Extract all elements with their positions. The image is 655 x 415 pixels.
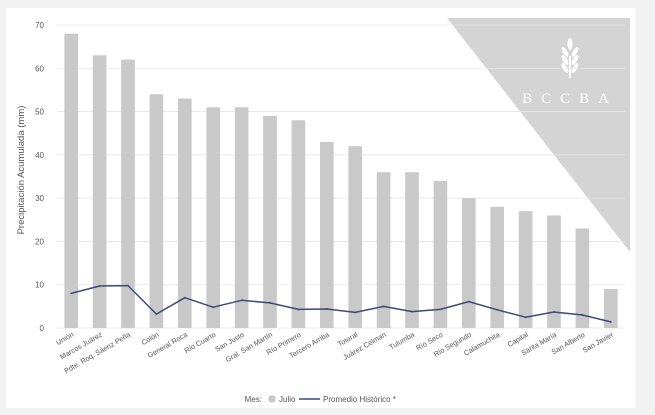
line-point	[269, 301, 271, 304]
y-axis-ticks: 0 10 20 30 40 50 60 70	[35, 21, 44, 333]
line-point	[127, 284, 129, 287]
line-point	[98, 285, 101, 287]
y-tick-label: 0	[40, 324, 45, 333]
bar	[405, 172, 419, 328]
line-point	[411, 310, 413, 313]
line-point	[70, 292, 73, 295]
legend-line-label: Promedio Histórico *	[323, 395, 396, 404]
bar	[490, 206, 505, 328]
bar	[234, 107, 249, 328]
x-tick-label: San Javier	[581, 330, 615, 355]
y-tick-label: 50	[35, 108, 44, 117]
legend-bar-label: Julio	[279, 395, 296, 404]
bar	[575, 228, 590, 328]
bar	[263, 115, 277, 329]
bar	[603, 289, 618, 328]
y-tick-label: 10	[35, 281, 44, 290]
watermark-text: BCCBA	[522, 91, 618, 107]
bar	[547, 215, 561, 328]
line-series	[70, 284, 612, 323]
x-tick-label: Río Cuarto	[183, 330, 218, 355]
line-point	[524, 316, 527, 319]
bar	[319, 141, 334, 328]
line-point	[183, 296, 186, 299]
bar	[376, 172, 391, 328]
bar-series	[64, 33, 618, 329]
watermark-triangle	[447, 18, 630, 252]
y-axis-label: Precipitación Acumulada (mm)	[16, 106, 27, 235]
bar	[92, 55, 107, 329]
bar	[64, 33, 79, 329]
line-point	[496, 308, 499, 311]
y-tick-label: 30	[35, 194, 44, 203]
legend-prefix: Mes:	[245, 395, 262, 404]
y-tick-label: 20	[35, 237, 44, 246]
line-point	[609, 321, 612, 323]
line-point	[581, 314, 584, 316]
bar	[291, 120, 306, 328]
bar	[433, 180, 448, 328]
line-point	[354, 311, 357, 314]
bar	[518, 211, 533, 328]
line-point	[212, 306, 215, 309]
line-point	[325, 308, 328, 310]
legend-bar-swatch	[268, 395, 276, 403]
line-point	[297, 308, 300, 311]
x-tick-label: Tulumba	[388, 330, 416, 352]
y-tick-label: 40	[35, 151, 44, 160]
bar	[206, 107, 221, 328]
line-point	[382, 305, 385, 308]
y-tick-label: 70	[35, 21, 44, 30]
line-point	[553, 311, 555, 313]
bar	[461, 198, 476, 328]
line-point	[155, 313, 158, 316]
line-point	[240, 299, 243, 302]
line-point	[439, 308, 442, 311]
line-point	[467, 300, 470, 303]
bar	[177, 98, 192, 328]
y-tick-label: 60	[35, 64, 44, 73]
bar	[348, 146, 363, 328]
bar	[121, 59, 135, 328]
bar	[149, 94, 164, 328]
wheat-icon	[561, 38, 579, 78]
legend: Mes: Julio Promedio Histórico *	[245, 395, 396, 404]
line-path	[71, 284, 611, 323]
